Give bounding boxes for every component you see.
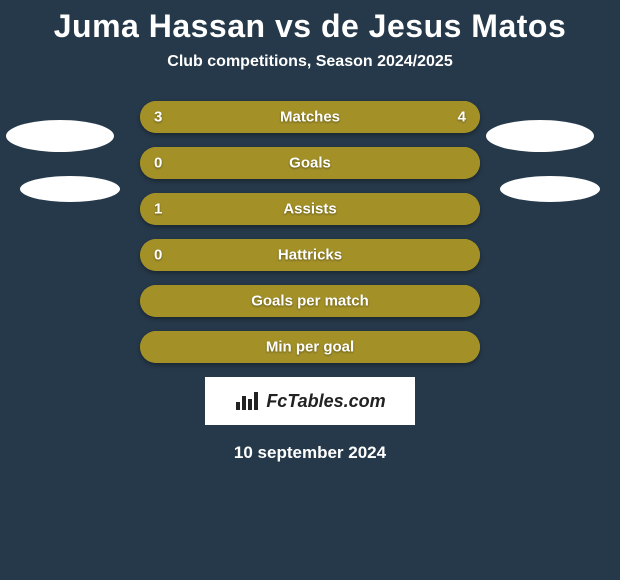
stat-label: Goals xyxy=(289,155,331,172)
stat-label: Hattricks xyxy=(278,247,342,264)
stat-row-matches: 3 4 Matches xyxy=(140,101,480,133)
value-left: 1 xyxy=(154,201,162,218)
player-marker-2 xyxy=(486,120,594,152)
value-left: 0 xyxy=(154,155,162,172)
bars-icon xyxy=(234,390,260,412)
stat-row-assists: 1 Assists xyxy=(140,193,480,225)
stat-row-hattricks: 0 Hattricks xyxy=(140,239,480,271)
stat-label: Matches xyxy=(280,109,340,126)
value-left: 3 xyxy=(154,109,162,126)
watermark-text: FcTables.com xyxy=(266,391,385,412)
generated-date: 10 september 2024 xyxy=(0,443,620,463)
stat-label: Goals per match xyxy=(251,293,369,310)
player-marker-0 xyxy=(6,120,114,152)
player-marker-1 xyxy=(20,176,120,202)
value-right: 4 xyxy=(458,109,466,126)
comparison-subtitle: Club competitions, Season 2024/2025 xyxy=(0,53,620,71)
stat-label: Assists xyxy=(283,201,336,218)
stat-row-goals: 0 Goals xyxy=(140,147,480,179)
value-left: 0 xyxy=(154,247,162,264)
watermark-badge: FcTables.com xyxy=(205,377,415,425)
player-marker-3 xyxy=(500,176,600,202)
stat-row-goals-per-match: Goals per match xyxy=(140,285,480,317)
comparison-title: Juma Hassan vs de Jesus Matos xyxy=(0,0,620,45)
stat-row-min-per-goal: Min per goal xyxy=(140,331,480,363)
stat-label: Min per goal xyxy=(266,339,354,356)
